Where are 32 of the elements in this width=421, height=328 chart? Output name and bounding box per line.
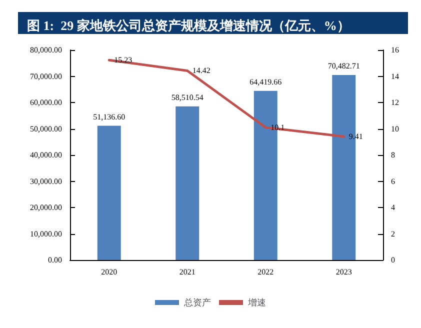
y-tick-label: 80,000.00 xyxy=(30,46,62,54)
data-label: 51,136.60 xyxy=(93,112,126,122)
data-label: 14.42 xyxy=(192,66,210,76)
x-tick-label: 2022 xyxy=(258,268,274,276)
legend-label: 增速 xyxy=(247,298,266,308)
y2-tick-label: 16 xyxy=(391,46,399,54)
y2-tick-label: 6 xyxy=(391,176,395,186)
y-tick-label: 10,000.00 xyxy=(30,229,62,238)
legend-label: 总资产 xyxy=(183,298,211,308)
data-label: 58,510.54 xyxy=(171,92,204,102)
bar xyxy=(97,126,121,260)
y2-tick-label: 2 xyxy=(391,229,395,238)
y2-tick-label: 10 xyxy=(391,124,399,134)
y-tick-label: 40,000.00 xyxy=(30,150,62,160)
y2-tick-label: 14 xyxy=(391,72,399,81)
y-tick-label: 60,000.00 xyxy=(30,98,62,107)
y2-tick-label: 8 xyxy=(391,150,395,160)
x-tick-label: 2023 xyxy=(336,268,352,276)
y-tick-label: 50,000.00 xyxy=(30,124,62,134)
y2-tick-label: 12 xyxy=(391,98,399,107)
y2-tick-label: 4 xyxy=(391,203,395,212)
y-tick-label: 30,000.00 xyxy=(30,176,62,186)
y-tick-label: 20,000.00 xyxy=(30,203,62,212)
data-label: 70,482.71 xyxy=(328,61,360,70)
y-tick-label: 70,000.00 xyxy=(30,72,62,81)
x-tick-label: 2021 xyxy=(179,268,196,276)
data-label: 64,419.66 xyxy=(250,77,282,86)
chart-title: 图 1: 29 家地铁公司总资产规模及增速情况（亿元、%） xyxy=(27,18,350,33)
x-tick-label: 2020 xyxy=(101,268,118,276)
y-tick-label: 0.00 xyxy=(48,256,62,264)
y2-tick-label: 0 xyxy=(391,256,395,264)
bar xyxy=(176,106,200,260)
